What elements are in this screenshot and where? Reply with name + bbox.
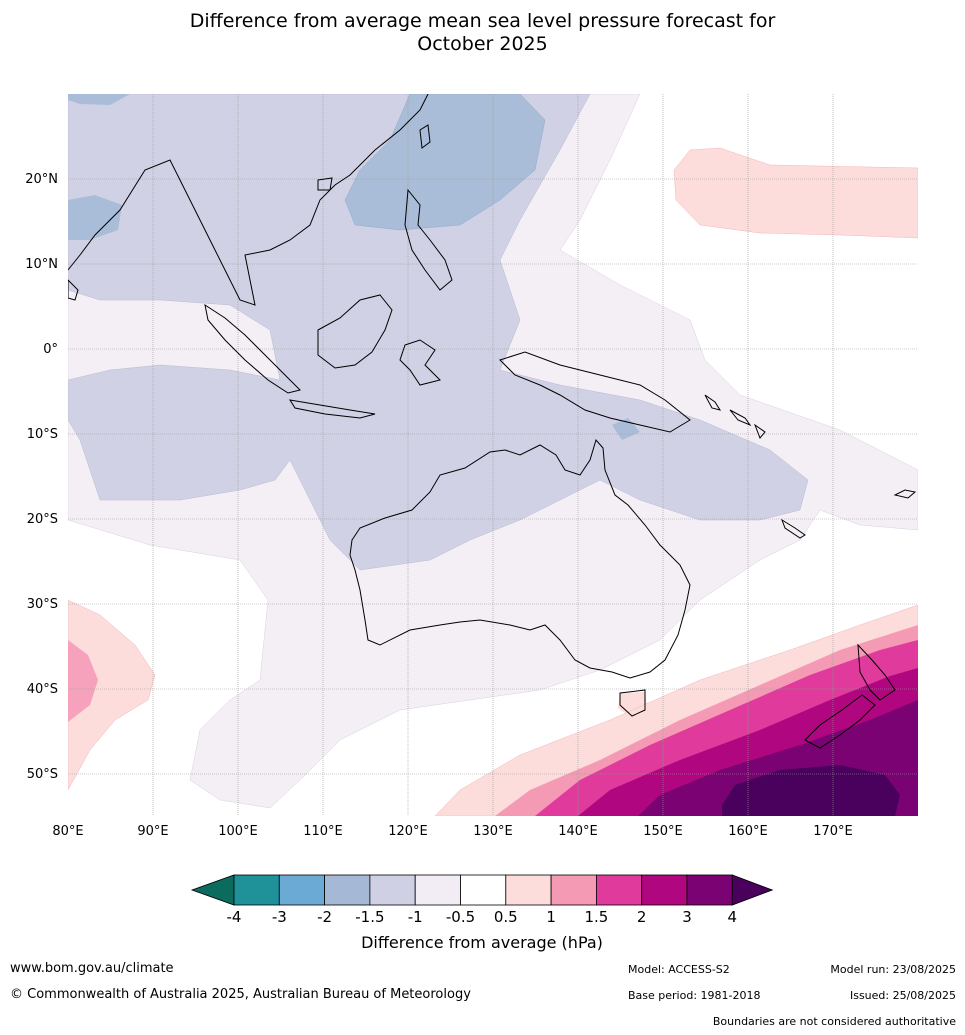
model-name: Model: ACCESS-S2 — [628, 963, 730, 976]
copyright-text: © Commonwealth of Australia 2025, Austra… — [10, 987, 471, 1002]
colorbar-tick-label: 3 — [682, 908, 692, 926]
title-line-1: Difference from average mean sea level p… — [189, 10, 776, 32]
lat-label: 40°S — [27, 682, 58, 697]
hainan-coastline — [317, 177, 333, 191]
issued-date: Issued: 25/08/2025 — [849, 989, 956, 1002]
longitude-labels: 80°E 90°E 100°E 110°E 120°E 130°E 140°E … — [52, 824, 852, 839]
anomaly-region-plus-1-west — [68, 640, 98, 722]
sulawesi-coastline — [399, 339, 441, 386]
coastlines — [68, 94, 917, 749]
taiwan-coastline — [419, 124, 431, 149]
lat-label: 10°S — [27, 427, 58, 442]
anomaly-region-plus-0-5-ne — [673, 147, 918, 239]
lon-label: 130°E — [473, 824, 513, 839]
lon-label: 100°E — [218, 824, 258, 839]
colorbar-swatch — [233, 874, 280, 906]
colorbar-tick-label: 4 — [728, 908, 738, 926]
lat-label: 30°S — [27, 597, 58, 612]
colorbar-swatch — [369, 874, 416, 906]
model-run-date: Model run: 23/08/2025 — [830, 963, 956, 976]
new-guinea-coastline — [499, 351, 691, 433]
colorbar: -4 -3 -2 -1.5 -1 -0.5 0.5 1 1.5 2 3 4 — [190, 874, 774, 926]
lon-label: 160°E — [728, 824, 768, 839]
colorbar-tick-label: -1.5 — [355, 908, 384, 926]
fiji — [893, 489, 917, 499]
lon-label: 120°E — [388, 824, 428, 839]
colorbar-tick-label: -3 — [272, 908, 287, 926]
colorbar-tick-label: -0.5 — [446, 908, 475, 926]
base-period: Base period: 1981-2018 — [628, 989, 761, 1002]
colorbar-swatch — [324, 874, 371, 906]
lat-label: 20°N — [25, 172, 58, 187]
colorbar-tick-label: -1 — [408, 908, 423, 926]
philippines-coastline — [404, 188, 453, 291]
sumatra-coastline — [204, 303, 301, 394]
colorbar-tick-label: 1.5 — [584, 908, 608, 926]
anomaly-region-minus-1-5-north — [68, 94, 130, 105]
colorbar-arrow-low — [190, 874, 235, 906]
borneo-coastline — [317, 294, 393, 369]
lat-label: 10°N — [25, 257, 58, 272]
anomaly-region-minus-1-5 — [344, 94, 546, 231]
lon-label: 150°E — [643, 824, 683, 839]
colorbar-swatch — [278, 874, 325, 906]
title-line-2: October 2025 — [417, 33, 548, 55]
new-caledonia — [781, 518, 806, 539]
colorbar-swatch — [414, 874, 461, 906]
colorbar-swatch — [641, 874, 688, 906]
lon-label: 110°E — [303, 824, 343, 839]
australia-coastline — [349, 438, 691, 679]
colorbar-swatch — [550, 874, 597, 906]
colorbar-tick-label: 2 — [637, 908, 647, 926]
anomaly-region-minus-1 — [68, 94, 809, 571]
solomon-islands — [704, 394, 766, 439]
latitude-labels: 20°N 10°N 0° 10°S 20°S 30°S 40°S 50°S — [25, 172, 58, 782]
colorbar-tick-label: 0.5 — [494, 908, 518, 926]
asia-coastline — [68, 94, 429, 306]
disclaimer-text: Boundaries are not considered authoritat… — [712, 1015, 956, 1028]
java-coastline — [288, 399, 376, 419]
colorbar-swatch — [596, 874, 643, 906]
lon-label: 170°E — [813, 824, 853, 839]
graticule — [68, 94, 918, 816]
colorbar-tick-label: 1 — [546, 908, 556, 926]
sri-lanka-coastline — [68, 279, 79, 301]
anomaly-region-plus-0-5-west — [68, 599, 156, 791]
anomaly-region-minus-1-5-east — [612, 418, 640, 440]
colorbar-tick-label: -2 — [317, 908, 332, 926]
lat-label: 50°S — [27, 767, 58, 782]
lat-label: 20°S — [27, 512, 58, 527]
new-zealand-south-coastline — [804, 694, 876, 749]
website-link[interactable]: www.bom.gov.au/climate — [10, 961, 174, 976]
tasmania-coastline — [619, 689, 646, 717]
colorbar-swatch — [686, 874, 733, 906]
map-title: Difference from average mean sea level p… — [0, 10, 965, 56]
anomaly-region-minus-1-5-west — [68, 195, 122, 240]
lon-label: 90°E — [137, 824, 168, 839]
colorbar-swatch — [460, 874, 507, 906]
new-zealand-coastline — [857, 643, 896, 701]
anomaly-band-4 — [722, 765, 900, 816]
colorbar-tick-label: -4 — [227, 908, 242, 926]
lat-label: 0° — [43, 342, 58, 357]
lon-label: 80°E — [52, 824, 83, 839]
lon-label: 140°E — [558, 824, 598, 839]
map-area — [68, 94, 918, 816]
colorbar-arrow-high — [731, 874, 774, 906]
colorbar-label: Difference from average (hPa) — [361, 933, 603, 952]
colorbar-swatch — [505, 874, 552, 906]
